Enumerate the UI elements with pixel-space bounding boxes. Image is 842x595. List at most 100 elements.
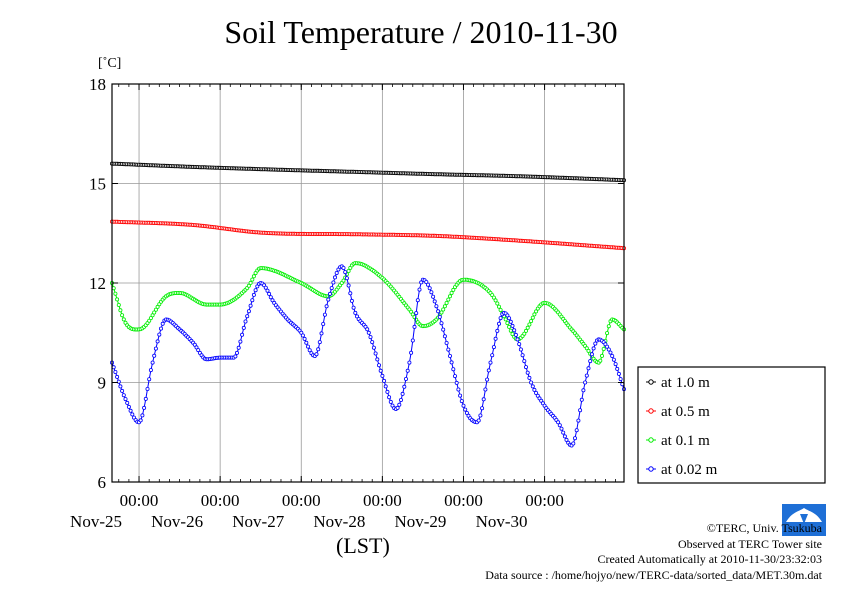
data-point [530,315,535,320]
data-point [398,397,403,402]
legend: at 1.0 m at 0.5 m at 0.1 m at 0.02 m [637,366,826,484]
x-tick-date-label: Nov-25 [70,512,122,531]
data-point [573,436,578,441]
data-point [246,283,251,288]
data-point [354,314,359,319]
data-point [495,328,500,333]
series-layer [110,161,627,448]
data-point [332,275,337,280]
x-tick-time-label: 00:00 [282,491,321,510]
data-point [442,304,447,309]
data-point [613,362,618,367]
data-point [412,324,417,329]
x-tick-date-label: Nov-28 [313,512,365,531]
data-point [155,339,160,344]
data-point [253,288,258,293]
data-point [327,291,332,296]
data-point [126,404,131,409]
data-point [268,295,273,300]
y-axis-unit: [˚C] [98,56,122,71]
data-point [329,286,334,291]
data-point [446,347,451,352]
data-point [346,283,351,288]
data-point [578,408,583,413]
y-tick-label: 12 [89,274,106,293]
data-point [431,294,436,299]
data-point [530,384,535,389]
data-point [402,384,407,389]
data-point [496,304,501,309]
data-point [517,342,522,347]
data-point [454,380,459,385]
source-text: Data source : /home/hojyo/new/TERC-data/… [485,567,822,582]
data-point [481,397,486,402]
data-point [534,390,539,395]
data-point [508,328,513,333]
data-point [458,393,463,398]
data-point [142,405,147,410]
data-point [513,332,518,337]
legend-entry: at 1.0 m [646,375,710,391]
data-point [583,380,588,385]
data-point [405,368,410,373]
data-point [147,377,152,382]
data-point [490,353,495,358]
data-point [581,388,586,393]
data-point [382,378,387,383]
data-point [125,400,130,405]
data-point [152,310,157,315]
y-tick-label: 15 [89,175,106,194]
data-point [498,307,503,312]
series-4 [110,264,627,448]
data-point [238,339,243,344]
data-point [598,358,603,363]
data-point [236,345,241,350]
data-point [246,309,251,314]
data-point [116,379,121,384]
data-point [476,418,481,423]
data-point [400,391,405,396]
data-point [304,340,309,345]
data-point [610,353,615,358]
data-point [571,441,576,446]
data-point [410,312,415,317]
data-point [376,363,381,368]
x-tick-time-label: 00:00 [120,491,159,510]
data-point [115,297,120,302]
data-point [505,321,510,326]
data-point [503,317,508,322]
data-point [153,307,158,312]
data-point [518,347,523,352]
data-point [314,352,319,357]
series-3 [110,261,627,365]
data-point [483,387,488,392]
data-point [495,301,500,306]
data-point [515,337,520,342]
data-point [118,308,123,313]
data-point [429,290,434,295]
data-point [508,319,513,324]
data-point [576,418,581,423]
data-point [451,367,456,372]
data-point [447,353,452,358]
data-point [123,397,128,402]
data-point [522,359,527,364]
data-point [456,387,461,392]
data-point [322,312,327,317]
data-point [120,313,125,318]
data-point [267,291,272,296]
data-point [414,311,419,316]
data-point [459,399,464,404]
data-point [579,397,584,402]
data-point [240,332,245,337]
data-point [493,336,498,341]
data-point [341,265,346,270]
data-point [321,321,326,326]
data-point [251,274,256,279]
data-point [152,353,157,358]
data-point [383,384,388,389]
x-tick-time-label: 00:00 [444,491,483,510]
chart-title: Soil Temperature / 2010-11-30 [224,14,618,50]
series-2 [110,219,627,251]
